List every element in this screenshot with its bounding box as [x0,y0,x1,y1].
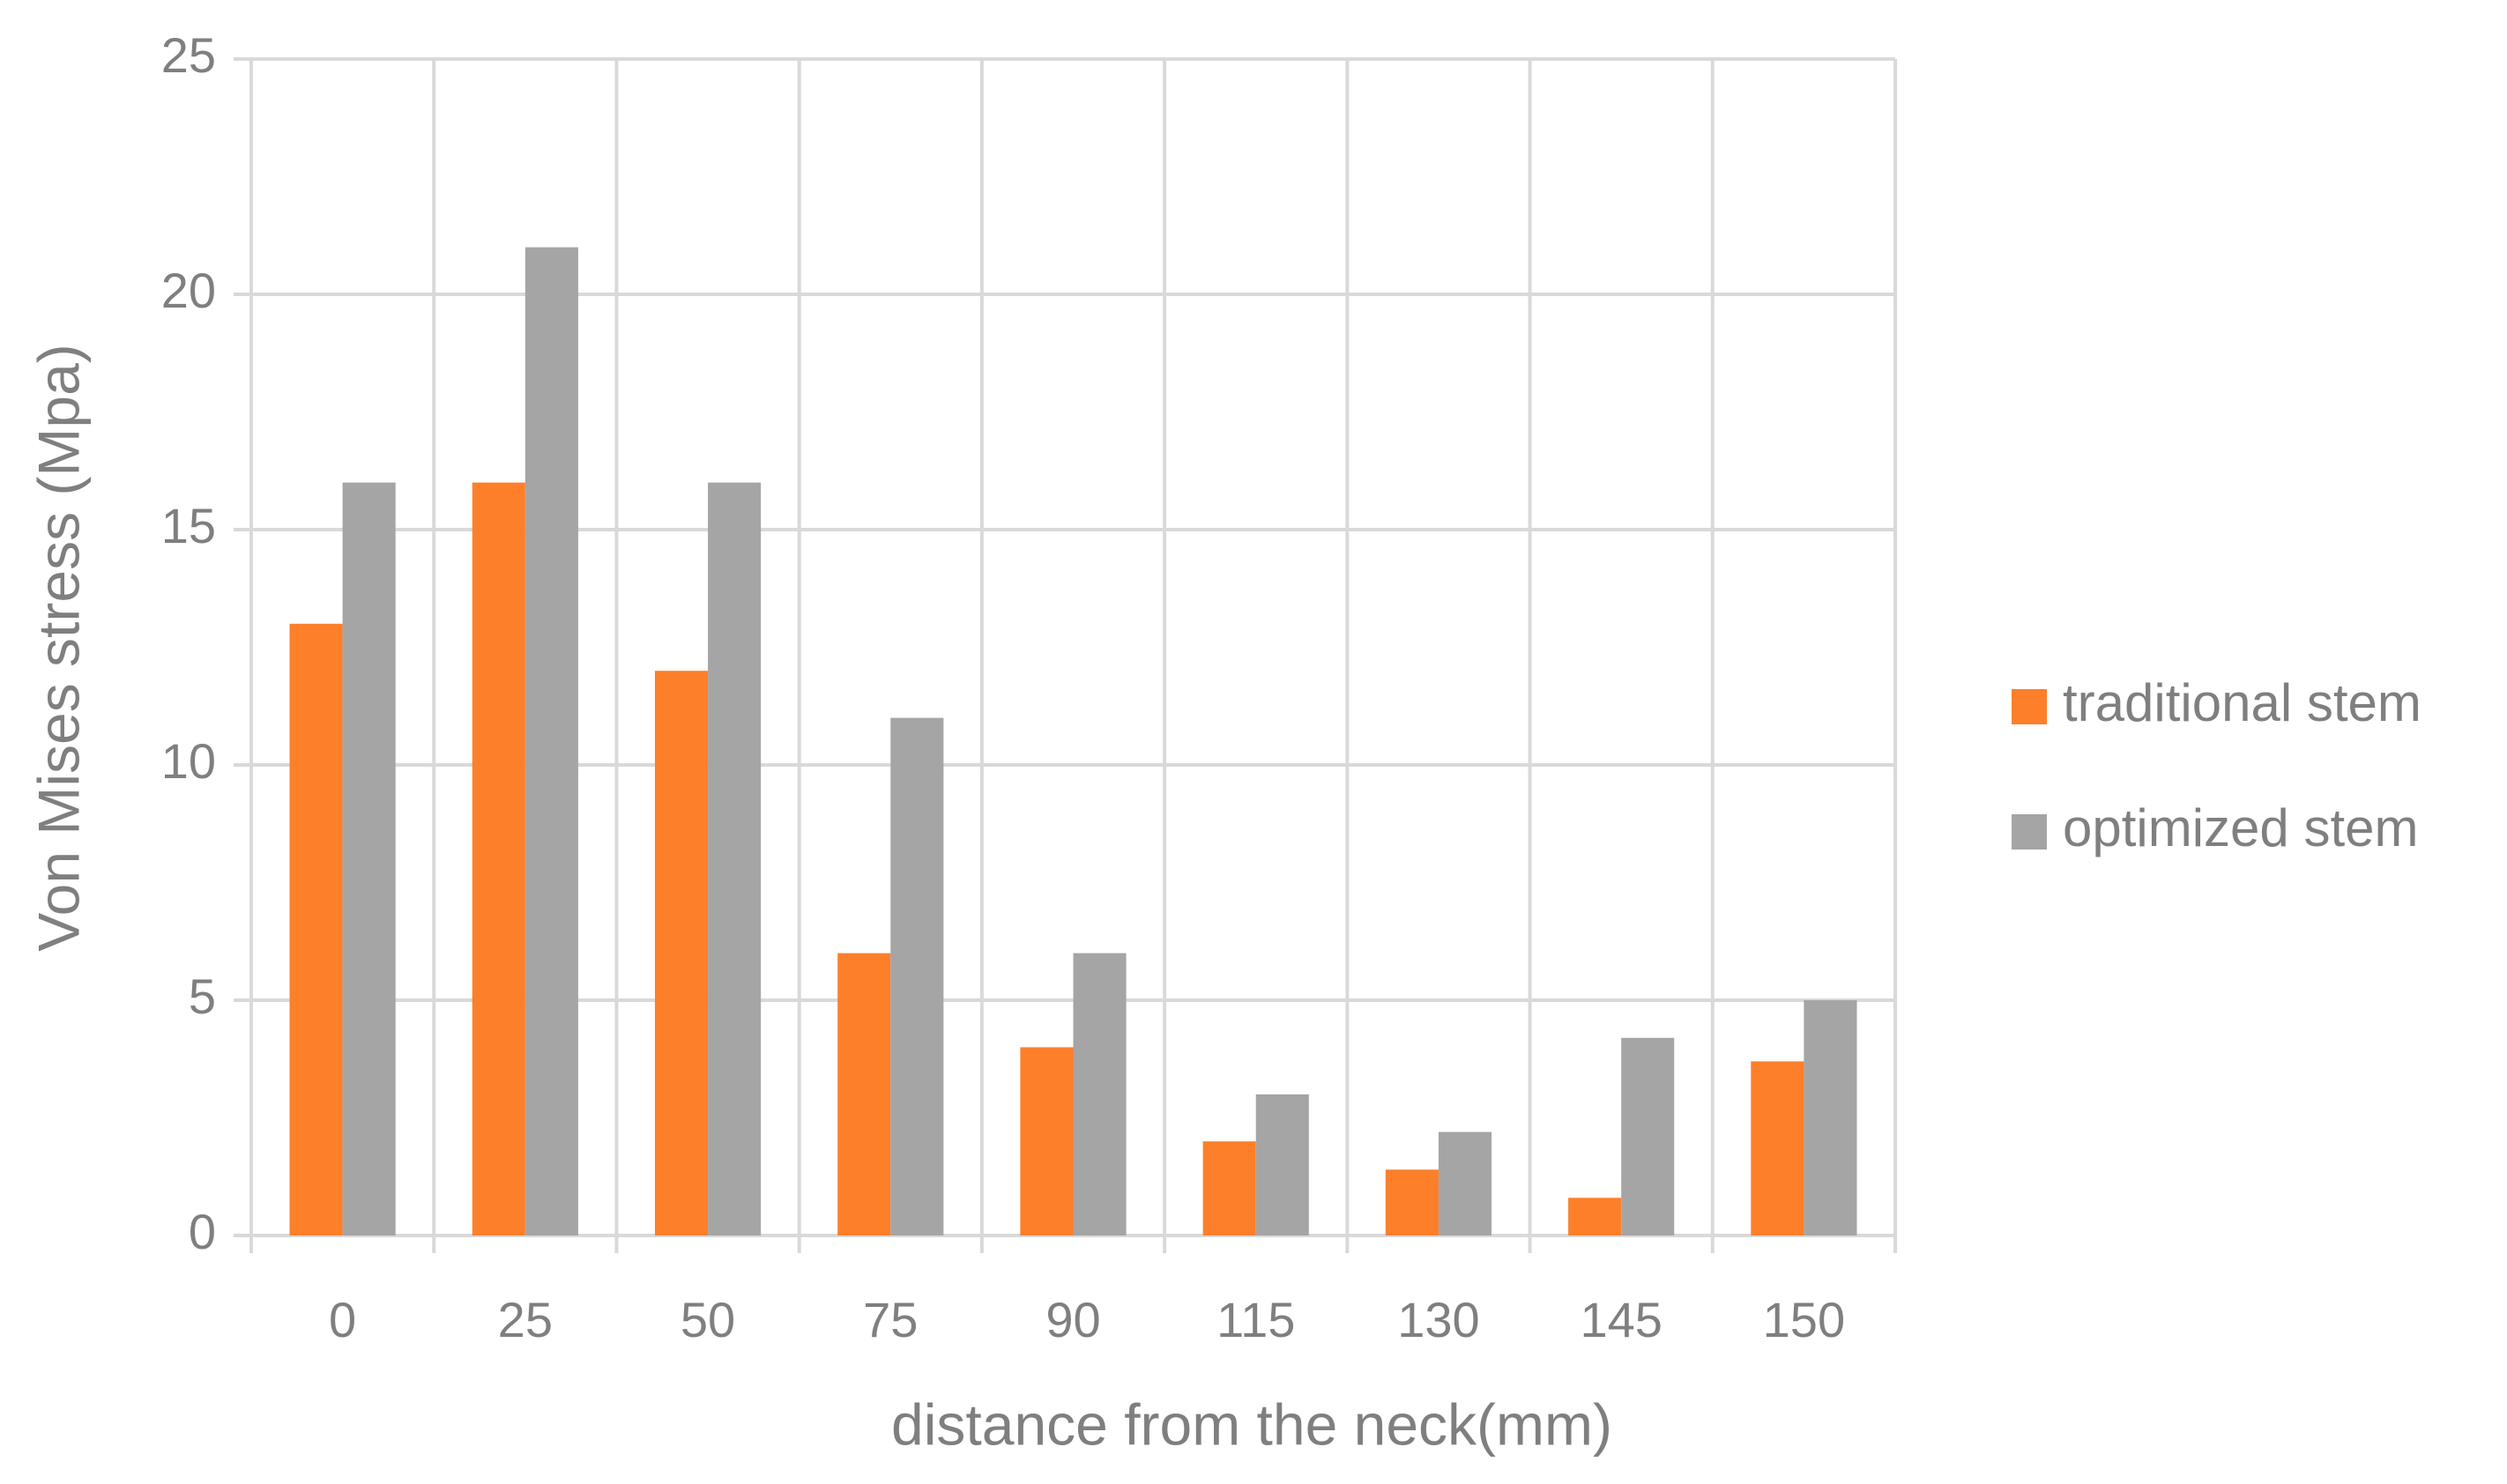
y-tick-label: 5 [189,968,216,1024]
bar [1202,1141,1256,1235]
y-tick-label: 15 [161,498,216,553]
bar [342,482,396,1235]
x-tick-label: 150 [1763,1292,1845,1347]
bar [472,482,525,1235]
bar [1804,1000,1857,1235]
x-tick-label: 0 [329,1292,356,1347]
y-tick-label: 10 [161,733,216,789]
bar [1438,1132,1492,1235]
x-tick-label: 145 [1580,1292,1662,1347]
x-tick-label: 50 [681,1292,735,1347]
legend-label: optimized stem [2063,798,2418,857]
y-tick-label: 25 [161,27,216,83]
bar [1385,1169,1439,1235]
bar [1020,1047,1074,1235]
bar [1751,1061,1804,1235]
bar [708,482,762,1235]
bar [1621,1037,1675,1235]
legend-label: traditional stem [2063,673,2421,732]
x-tick-label: 130 [1397,1292,1479,1347]
bar [890,717,944,1235]
bar [1073,953,1127,1235]
legend-swatch [2012,689,2047,724]
x-tick-label: 75 [863,1292,918,1347]
y-tick-label: 20 [161,263,216,318]
bar [1568,1198,1622,1235]
legend-swatch [2012,814,2047,850]
bar [289,623,343,1235]
x-tick-label: 90 [1045,1292,1100,1347]
x-axis-title: distance from the neck(mm) [891,1391,1612,1457]
bar [1255,1094,1309,1235]
y-axis-title: Von Mises stress (Mpa) [26,344,91,952]
bar [654,671,709,1235]
x-tick-label: 115 [1216,1292,1295,1347]
bar [524,247,578,1236]
y-tick-label: 0 [189,1204,216,1259]
bar [837,953,891,1235]
x-tick-label: 25 [498,1292,553,1347]
